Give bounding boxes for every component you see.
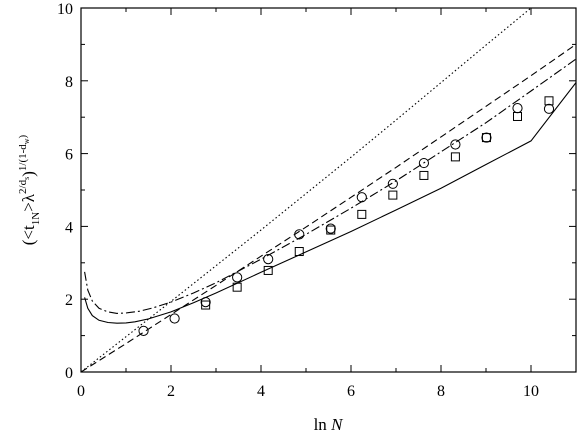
y-tick-label: 8 [65,74,73,91]
y-tick-label: 0 [65,365,73,382]
y-axis-label-open: (<t [19,225,38,245]
x-axis-label: ln N [314,415,344,434]
circle-marker [450,139,461,150]
circle-marker [169,313,180,324]
circle-marker [512,103,523,114]
x-tick-label: 10 [523,383,539,400]
plot-frame [80,7,577,373]
square-marker [450,152,460,162]
y-tick-label: 4 [65,219,73,236]
y-axis-label-sub-1n: 1N [30,212,42,226]
series-line-dashdot [84,58,576,314]
series-line-solid [84,82,576,324]
y-tick-label: 6 [65,147,73,164]
circle-marker [481,132,492,143]
y-axis-label-sub-w: w [22,138,31,144]
square-marker [263,265,273,275]
y-axis-label: (<t1N>λ2/ds)1/(1-dw) [17,134,42,245]
circle-marker [387,178,398,189]
y-axis-label-sup-close: ) [17,134,29,138]
x-tick-label: 2 [167,383,175,400]
y-tick-label: 10 [57,1,73,18]
x-tick-label: 0 [77,383,85,400]
y-axis-label-sub-s: s [22,177,31,180]
series-layer [81,8,576,372]
square-marker [388,190,398,200]
square-marker [481,133,491,143]
y-axis-label-gt-lambda: >λ [19,193,38,212]
x-tick-label: 8 [437,383,445,400]
square-marker [544,96,554,106]
circle-marker [418,157,429,169]
x-tick-label: 4 [257,383,265,400]
circle-marker [356,192,367,203]
y-axis-label-sup-1-1-d: 1/(1-d [17,144,29,171]
y-axis-label-sup-2d: 2/d [17,179,29,194]
circle-marker [325,223,336,234]
series-line-dash [81,43,576,372]
circle-marker [263,254,274,265]
circle-marker [294,229,305,240]
square-marker [232,282,242,292]
y-axis-label-close: ) [19,171,38,177]
square-marker [513,111,522,121]
y-tick-label: 2 [65,292,73,309]
square-marker [201,300,211,310]
circle-marker [138,325,149,336]
square-marker [294,247,304,257]
square-marker [357,209,367,219]
square-marker [419,170,429,180]
series-line-dot [81,8,532,372]
circle-marker [232,272,243,283]
circle-marker [543,103,555,114]
circle-marker [200,297,211,308]
axes-layer: 0 2 4 6 8 10 0 2 4 6 8 10 [57,1,577,400]
x-axis-label-n: N [330,415,344,434]
marker-layer [138,96,555,336]
square-marker [326,225,336,235]
x-tick-label: 6 [347,383,355,400]
x-axis-label-ln: ln [314,415,331,434]
